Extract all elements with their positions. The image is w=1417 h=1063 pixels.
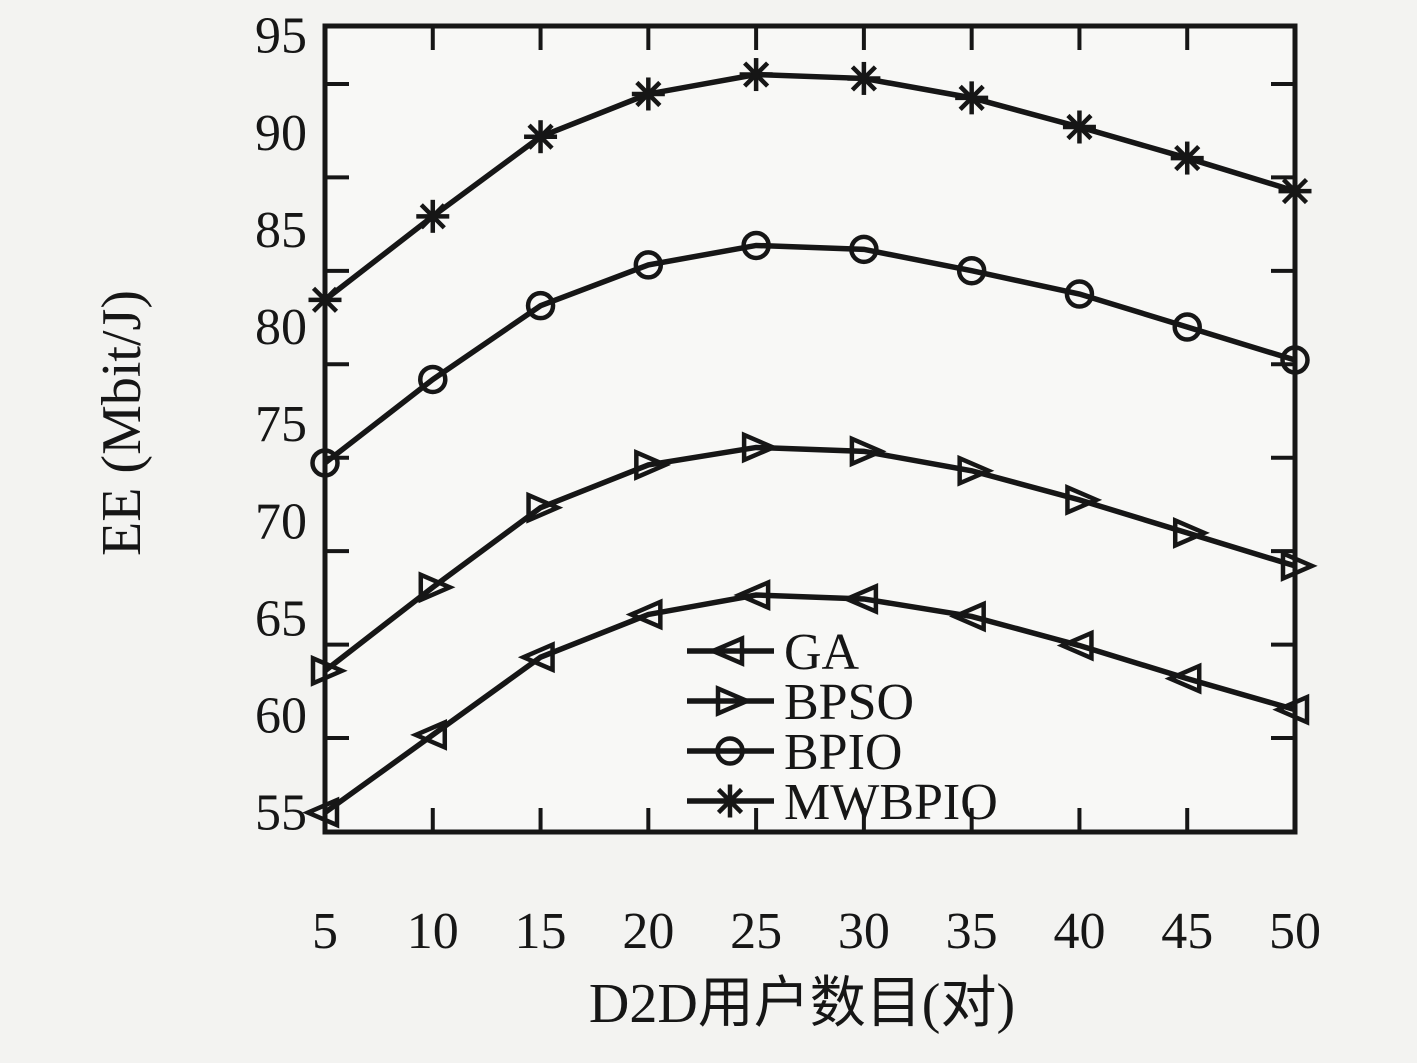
asterisk-icon: [955, 81, 989, 115]
y-tick-label: 85: [255, 202, 307, 259]
triangle-left-icon: [625, 598, 663, 631]
circle-icon: [741, 230, 771, 261]
asterisk-icon: [1170, 141, 1204, 175]
triangle-right-icon: [849, 435, 887, 468]
asterisk-icon: [713, 784, 747, 818]
series-BPIO: [310, 230, 1310, 478]
y-tick-labels: 95 90 85 80 75 70 65 60 55: [255, 8, 307, 842]
asterisk-icon: [416, 199, 450, 233]
series-line-MWBPIO: [323, 71, 1296, 303]
plot-border: [322, 23, 1298, 835]
x-tick-label: 45: [1161, 903, 1213, 960]
circle-icon: [715, 736, 745, 766]
triangle-right-icon: [957, 454, 995, 487]
triangle-left-icon: [948, 600, 986, 633]
x-tick-label: 25: [730, 903, 782, 960]
legend-item-MWBPIO: MWBPIO: [687, 774, 998, 831]
data-series: [302, 58, 1318, 829]
triangle-left-icon: [410, 718, 448, 751]
y-tick-label: 75: [255, 396, 307, 453]
legend-item-BPSO: BPSO: [687, 674, 914, 731]
triangle-right-icon: [634, 449, 672, 481]
x-tick-label: 50: [1269, 903, 1321, 960]
asterisk-icon: [1062, 110, 1096, 144]
circle-icon: [418, 364, 448, 395]
circle-icon: [525, 290, 556, 321]
x-tick-label: 10: [407, 903, 459, 960]
legend-label: GA: [784, 624, 860, 681]
triangle-left-icon: [517, 641, 555, 674]
circle-icon: [1172, 312, 1202, 342]
y-axis-title: EE (Mbit/J): [91, 290, 153, 556]
legend-item-BPIO: BPIO: [687, 724, 902, 781]
y-tick-label: 95: [255, 8, 307, 65]
series-MWBPIO: [308, 58, 1312, 317]
x-tick-label: 35: [946, 903, 998, 960]
asterisk-icon: [631, 77, 665, 111]
triangle-right-icon: [526, 491, 564, 524]
triangle-right-icon: [1172, 516, 1210, 549]
asterisk-icon: [847, 61, 881, 95]
triangle-left-icon: [733, 579, 771, 611]
x-tick-label: 40: [1053, 903, 1105, 960]
y-tick-label: 70: [255, 493, 307, 550]
x-tick-label: 20: [622, 903, 674, 960]
triangle-right-icon: [1065, 483, 1103, 516]
series-line-GA: [323, 592, 1296, 815]
triangle-left-icon: [841, 583, 879, 615]
x-axis-title: D2D用户数目(对): [589, 973, 1015, 1035]
series-line-BPSO: [323, 444, 1296, 673]
triangle-right-icon: [418, 571, 456, 604]
legend-label: MWBPIO: [784, 774, 998, 831]
triangle-right-icon: [715, 685, 753, 717]
x-tick-label: 5: [312, 903, 338, 960]
y-tick-label: 60: [255, 687, 307, 744]
legend-label: BPIO: [784, 724, 902, 781]
triangle-right-icon: [741, 431, 779, 464]
x-tick-label: 30: [838, 903, 890, 960]
asterisk-icon: [524, 120, 558, 154]
circle-icon: [849, 234, 879, 265]
circle-icon: [1064, 279, 1095, 309]
series-line-BPIO: [323, 242, 1296, 466]
y-tick-label: 55: [255, 785, 307, 842]
triangle-left-icon: [1164, 662, 1202, 695]
y-tick-label: 90: [255, 105, 307, 162]
circle-icon: [956, 255, 987, 286]
legend-label: BPSO: [784, 674, 914, 731]
triangle-left-icon: [1056, 629, 1094, 662]
triangle-left-icon: [707, 635, 745, 667]
y-tick-label: 65: [255, 590, 307, 647]
x-tick-labels: 5 10 15 20 25 30 35 40 45 50: [312, 903, 1321, 960]
y-tick-label: 80: [255, 299, 307, 356]
asterisk-icon: [739, 58, 773, 92]
legend-item-GA: GA: [687, 624, 860, 681]
plot-frame: [322, 23, 1298, 835]
x-tick-label: 15: [515, 903, 567, 960]
circle-icon: [633, 250, 664, 280]
